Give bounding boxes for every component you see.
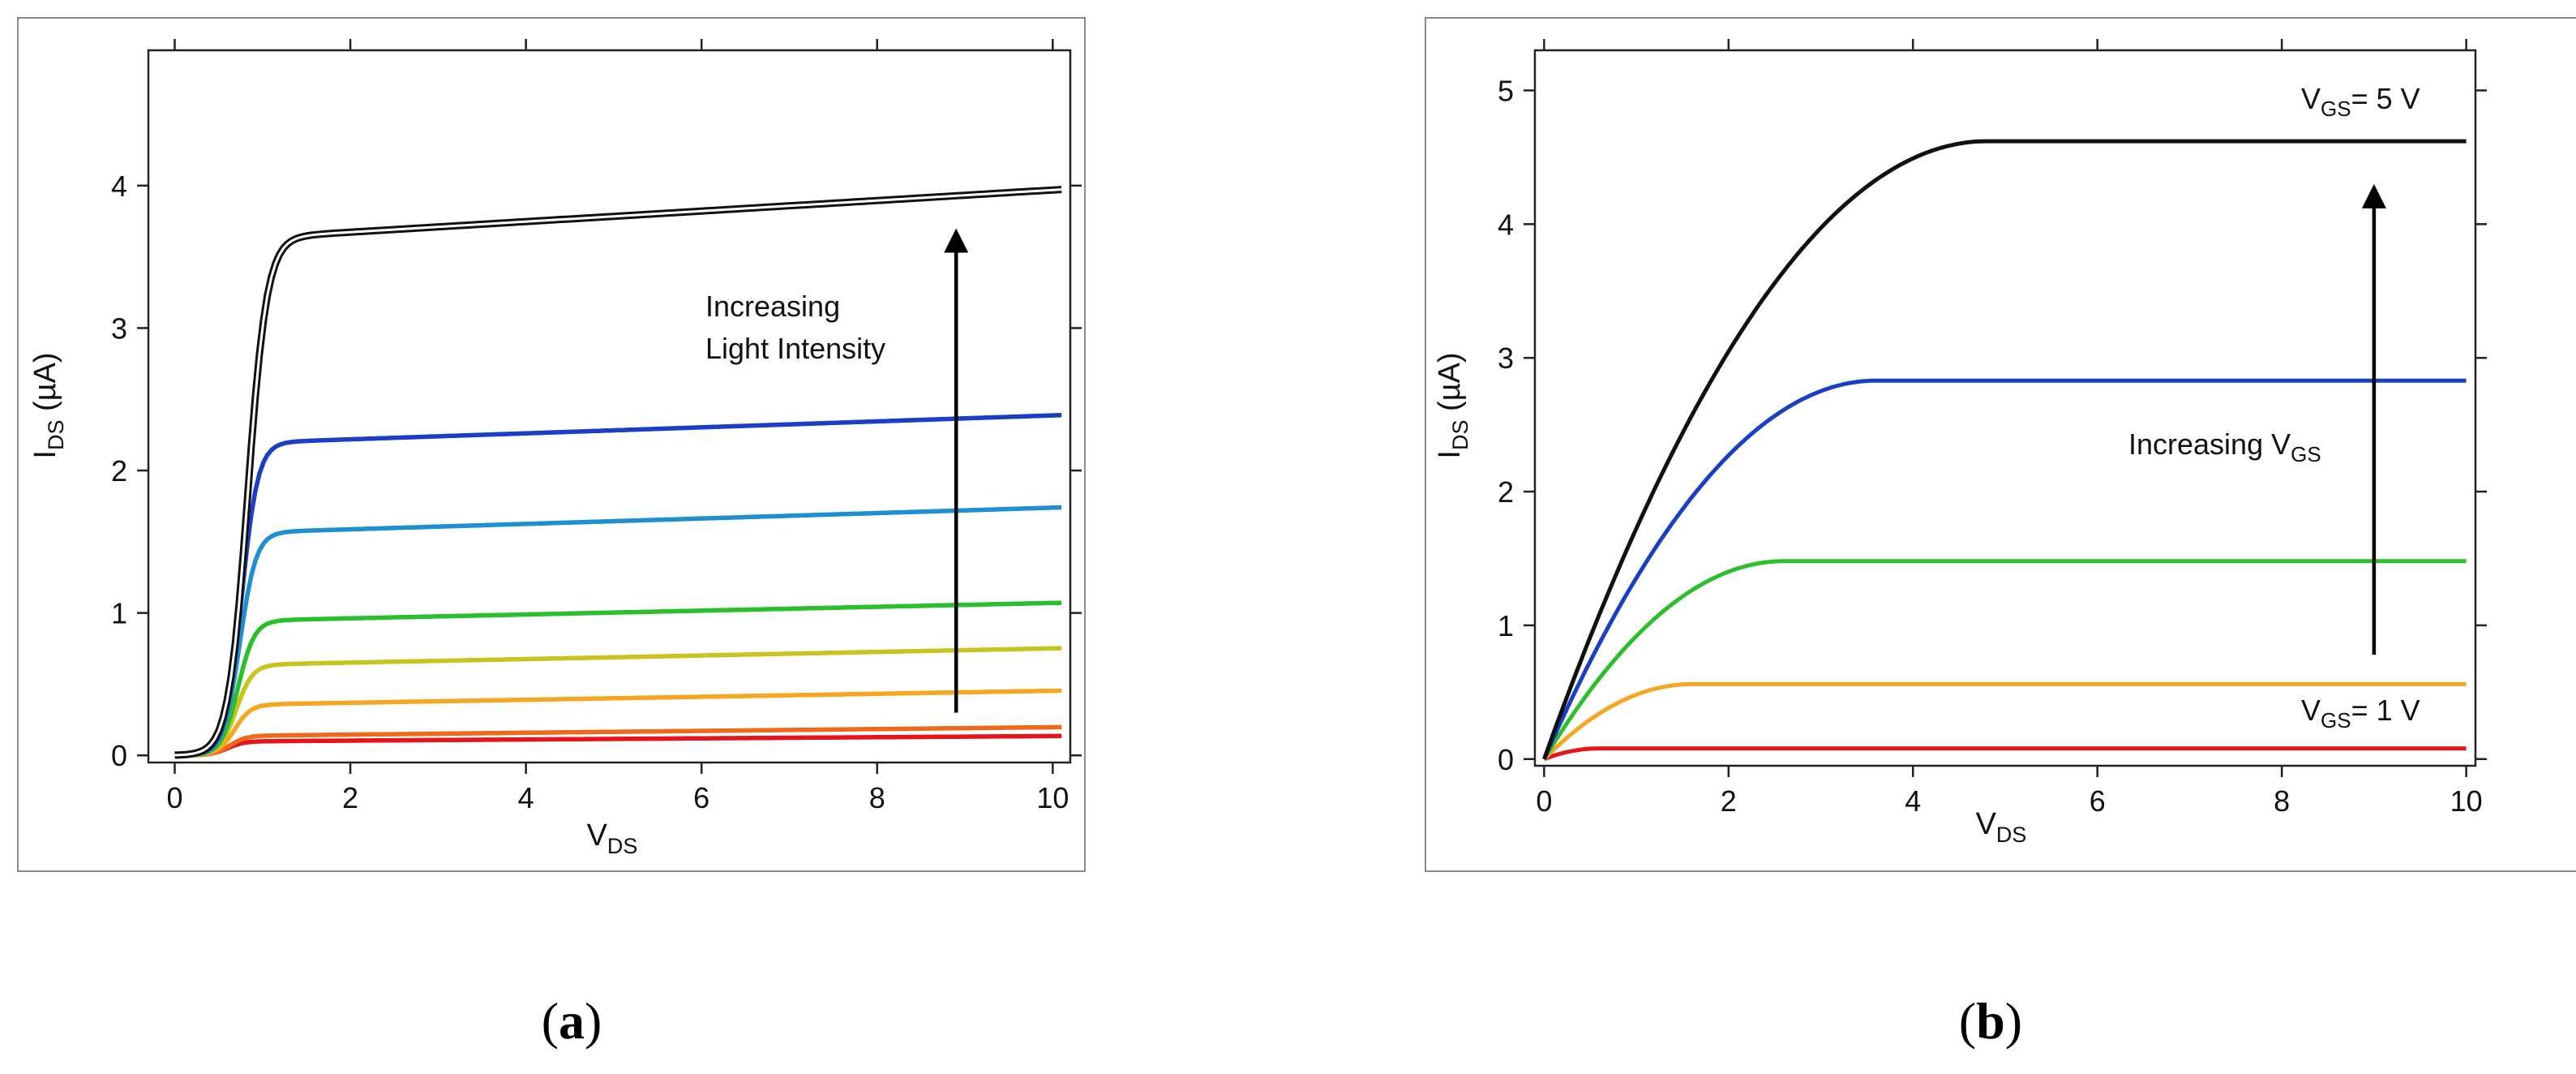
- panel-a-y-tick-label-0: 0: [111, 739, 127, 772]
- panel-b-plot-frame: [1533, 49, 2477, 767]
- panel-a-x-tick-label-0: 0: [166, 781, 182, 814]
- panel-b-y-tick-label-4: 4: [1498, 208, 1514, 241]
- panel-b-annotation-increasing-vgs: Increasing VGS: [2128, 427, 2321, 466]
- panel-a-x-tick-label-1: 2: [342, 781, 358, 814]
- panel-b-vgs-2: [1542, 681, 2467, 761]
- panel-a-label: (a): [542, 992, 602, 1050]
- panel-b-ticks: 0 2 4 6 8 10 0 1 2 3 4 5: [1498, 39, 2487, 818]
- panel-b-vgs-5: [1542, 139, 2467, 760]
- panel-b-border: [1425, 17, 2576, 872]
- panel-a-x-tick-label-3: 6: [693, 781, 709, 814]
- panel-b-label-vgs-1: VGS= 1 V: [2301, 694, 2420, 732]
- panel-b-curves: [1542, 139, 2467, 762]
- panel-a-y-axis-title: IDS (µA): [28, 352, 68, 458]
- panel-b-arrow: [2361, 183, 2386, 655]
- panel-a-y-tick-label-1: 1: [111, 597, 127, 630]
- panel-a-x-tick-label-2: 4: [518, 781, 534, 814]
- panel-b-x-tick-label-0: 0: [1536, 784, 1552, 818]
- panel-a-curve-5: [174, 600, 1062, 758]
- panel-b-y-tick-label-5: 5: [1498, 74, 1514, 107]
- panel-b-label: (b): [1959, 992, 2022, 1050]
- panel-a-arrow-head: [944, 228, 969, 253]
- panel-a-x-axis-title: VDS: [587, 818, 638, 858]
- panel-b-vgs-1: [1543, 746, 2467, 762]
- panel-a-curve-2: [174, 724, 1062, 758]
- panel-a-y-tick-label-3: 3: [111, 311, 127, 345]
- panel-b: 0 2 4 6 8 10 0 1 2 3 4 5 VDS IDS (µA) VGS= 5 V Incr…: [1425, 17, 2576, 872]
- panel-b-vgs-3: [1542, 559, 2467, 761]
- panel-a-ticks: 0 2 4 6 8 10 0 1 2 3 4: [111, 39, 1082, 814]
- panel-a-arrow: [944, 228, 969, 713]
- panel-b-y-tick-label-0: 0: [1498, 743, 1514, 776]
- panel-a-plot-frame: [147, 49, 1072, 764]
- panel-b-y-tick-label-3: 3: [1498, 342, 1514, 375]
- panel-b-y-tick-label-2: 2: [1498, 475, 1514, 509]
- panel-a-curve-6: [174, 505, 1062, 758]
- panel-b-x-tick-label-1: 2: [1721, 784, 1737, 818]
- panel-b-vgs-4: [1542, 378, 2467, 760]
- panel-a-curves: [174, 186, 1062, 759]
- panel-b-arrow-head: [2361, 183, 2386, 208]
- panel-a-curve-8-outer: [174, 186, 1062, 759]
- panel-b-x-axis-title: VDS: [1976, 807, 2027, 847]
- panel-b-label-vgs-5: VGS= 5 V: [2301, 82, 2420, 121]
- panel-a-x-tick-label-5: 10: [1036, 781, 1069, 814]
- panel-a-annotation-line1: Increasing: [705, 290, 840, 323]
- panel-a-curve-7: [174, 412, 1062, 758]
- panel-a-y-tick-label-2: 2: [111, 454, 127, 488]
- panel-a-annotation-line2: Light Intensity: [705, 332, 885, 365]
- panel-b-y-tick-label-1: 1: [1498, 609, 1514, 642]
- panel-a-curve-8-gap: [174, 188, 1062, 757]
- panel-b-y-axis-title: IDS (µA): [1433, 352, 1472, 458]
- panel-a-curve-1: [174, 733, 1062, 758]
- panel-b-x-tick-label-4: 8: [2274, 784, 2290, 818]
- panel-a-x-tick-label-4: 8: [869, 781, 885, 814]
- panel-b-x-tick-label-3: 6: [2090, 784, 2106, 818]
- panel-b-x-tick-label-5: 10: [2450, 784, 2483, 818]
- panel-a-curve-3: [174, 688, 1062, 758]
- panel-a-border: [17, 17, 1086, 872]
- panel-a: 0 2 4 6 8 10 0 1 2 3 4 VDS IDS (µA) Increasing Lig…: [17, 17, 1086, 872]
- panel-b-x-tick-label-2: 4: [1905, 784, 1921, 818]
- panel-a-y-tick-label-4: 4: [111, 170, 127, 203]
- panel-a-curve-4: [174, 646, 1062, 758]
